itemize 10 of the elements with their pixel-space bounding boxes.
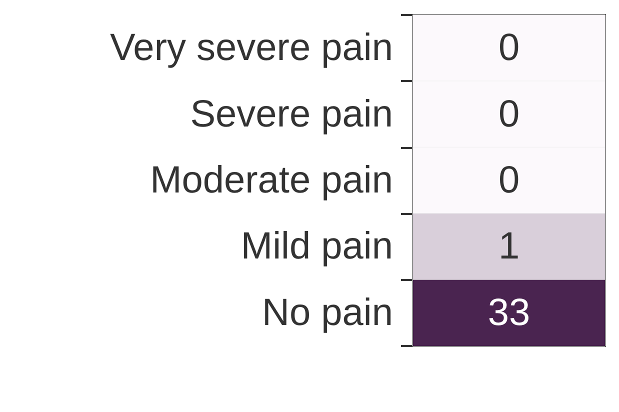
y-tick-label: Moderate pain [150, 160, 393, 202]
data-label: 0 [498, 160, 520, 202]
y-tick-label: No pain [262, 292, 393, 334]
data-label: 33 [488, 292, 530, 334]
y-tick-label: Mild pain [240, 226, 393, 268]
data-label: 0 [498, 27, 520, 70]
y-tick-label: Very severe pain [110, 27, 393, 70]
data-label: 0 [498, 93, 520, 136]
y-tick-label: Severe pain [190, 93, 393, 136]
data-label: 1 [498, 226, 520, 268]
